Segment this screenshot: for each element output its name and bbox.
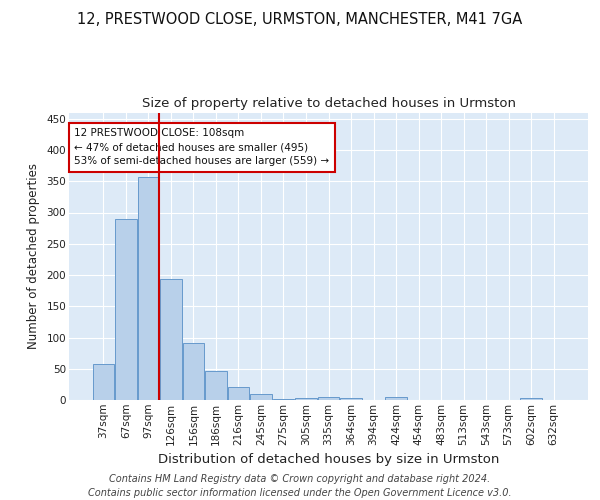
Bar [182, 343, 204, 400]
Bar [273, 399, 294, 400]
Bar [520, 398, 542, 400]
Bar [92, 364, 114, 400]
Bar [205, 370, 227, 400]
Bar [250, 394, 272, 400]
Bar [115, 219, 137, 400]
Bar [228, 387, 249, 400]
X-axis label: Distribution of detached houses by size in Urmston: Distribution of detached houses by size … [158, 453, 499, 466]
Bar [385, 397, 407, 400]
Y-axis label: Number of detached properties: Number of detached properties [26, 163, 40, 350]
Bar [318, 397, 339, 400]
Text: 12, PRESTWOOD CLOSE, URMSTON, MANCHESTER, M41 7GA: 12, PRESTWOOD CLOSE, URMSTON, MANCHESTER… [77, 12, 523, 28]
Text: 12 PRESTWOOD CLOSE: 108sqm
← 47% of detached houses are smaller (495)
53% of sem: 12 PRESTWOOD CLOSE: 108sqm ← 47% of deta… [74, 128, 329, 166]
Bar [295, 398, 317, 400]
Bar [340, 398, 362, 400]
Text: Contains HM Land Registry data © Crown copyright and database right 2024.
Contai: Contains HM Land Registry data © Crown c… [88, 474, 512, 498]
Bar [160, 280, 182, 400]
Title: Size of property relative to detached houses in Urmston: Size of property relative to detached ho… [142, 97, 515, 110]
Bar [137, 177, 159, 400]
